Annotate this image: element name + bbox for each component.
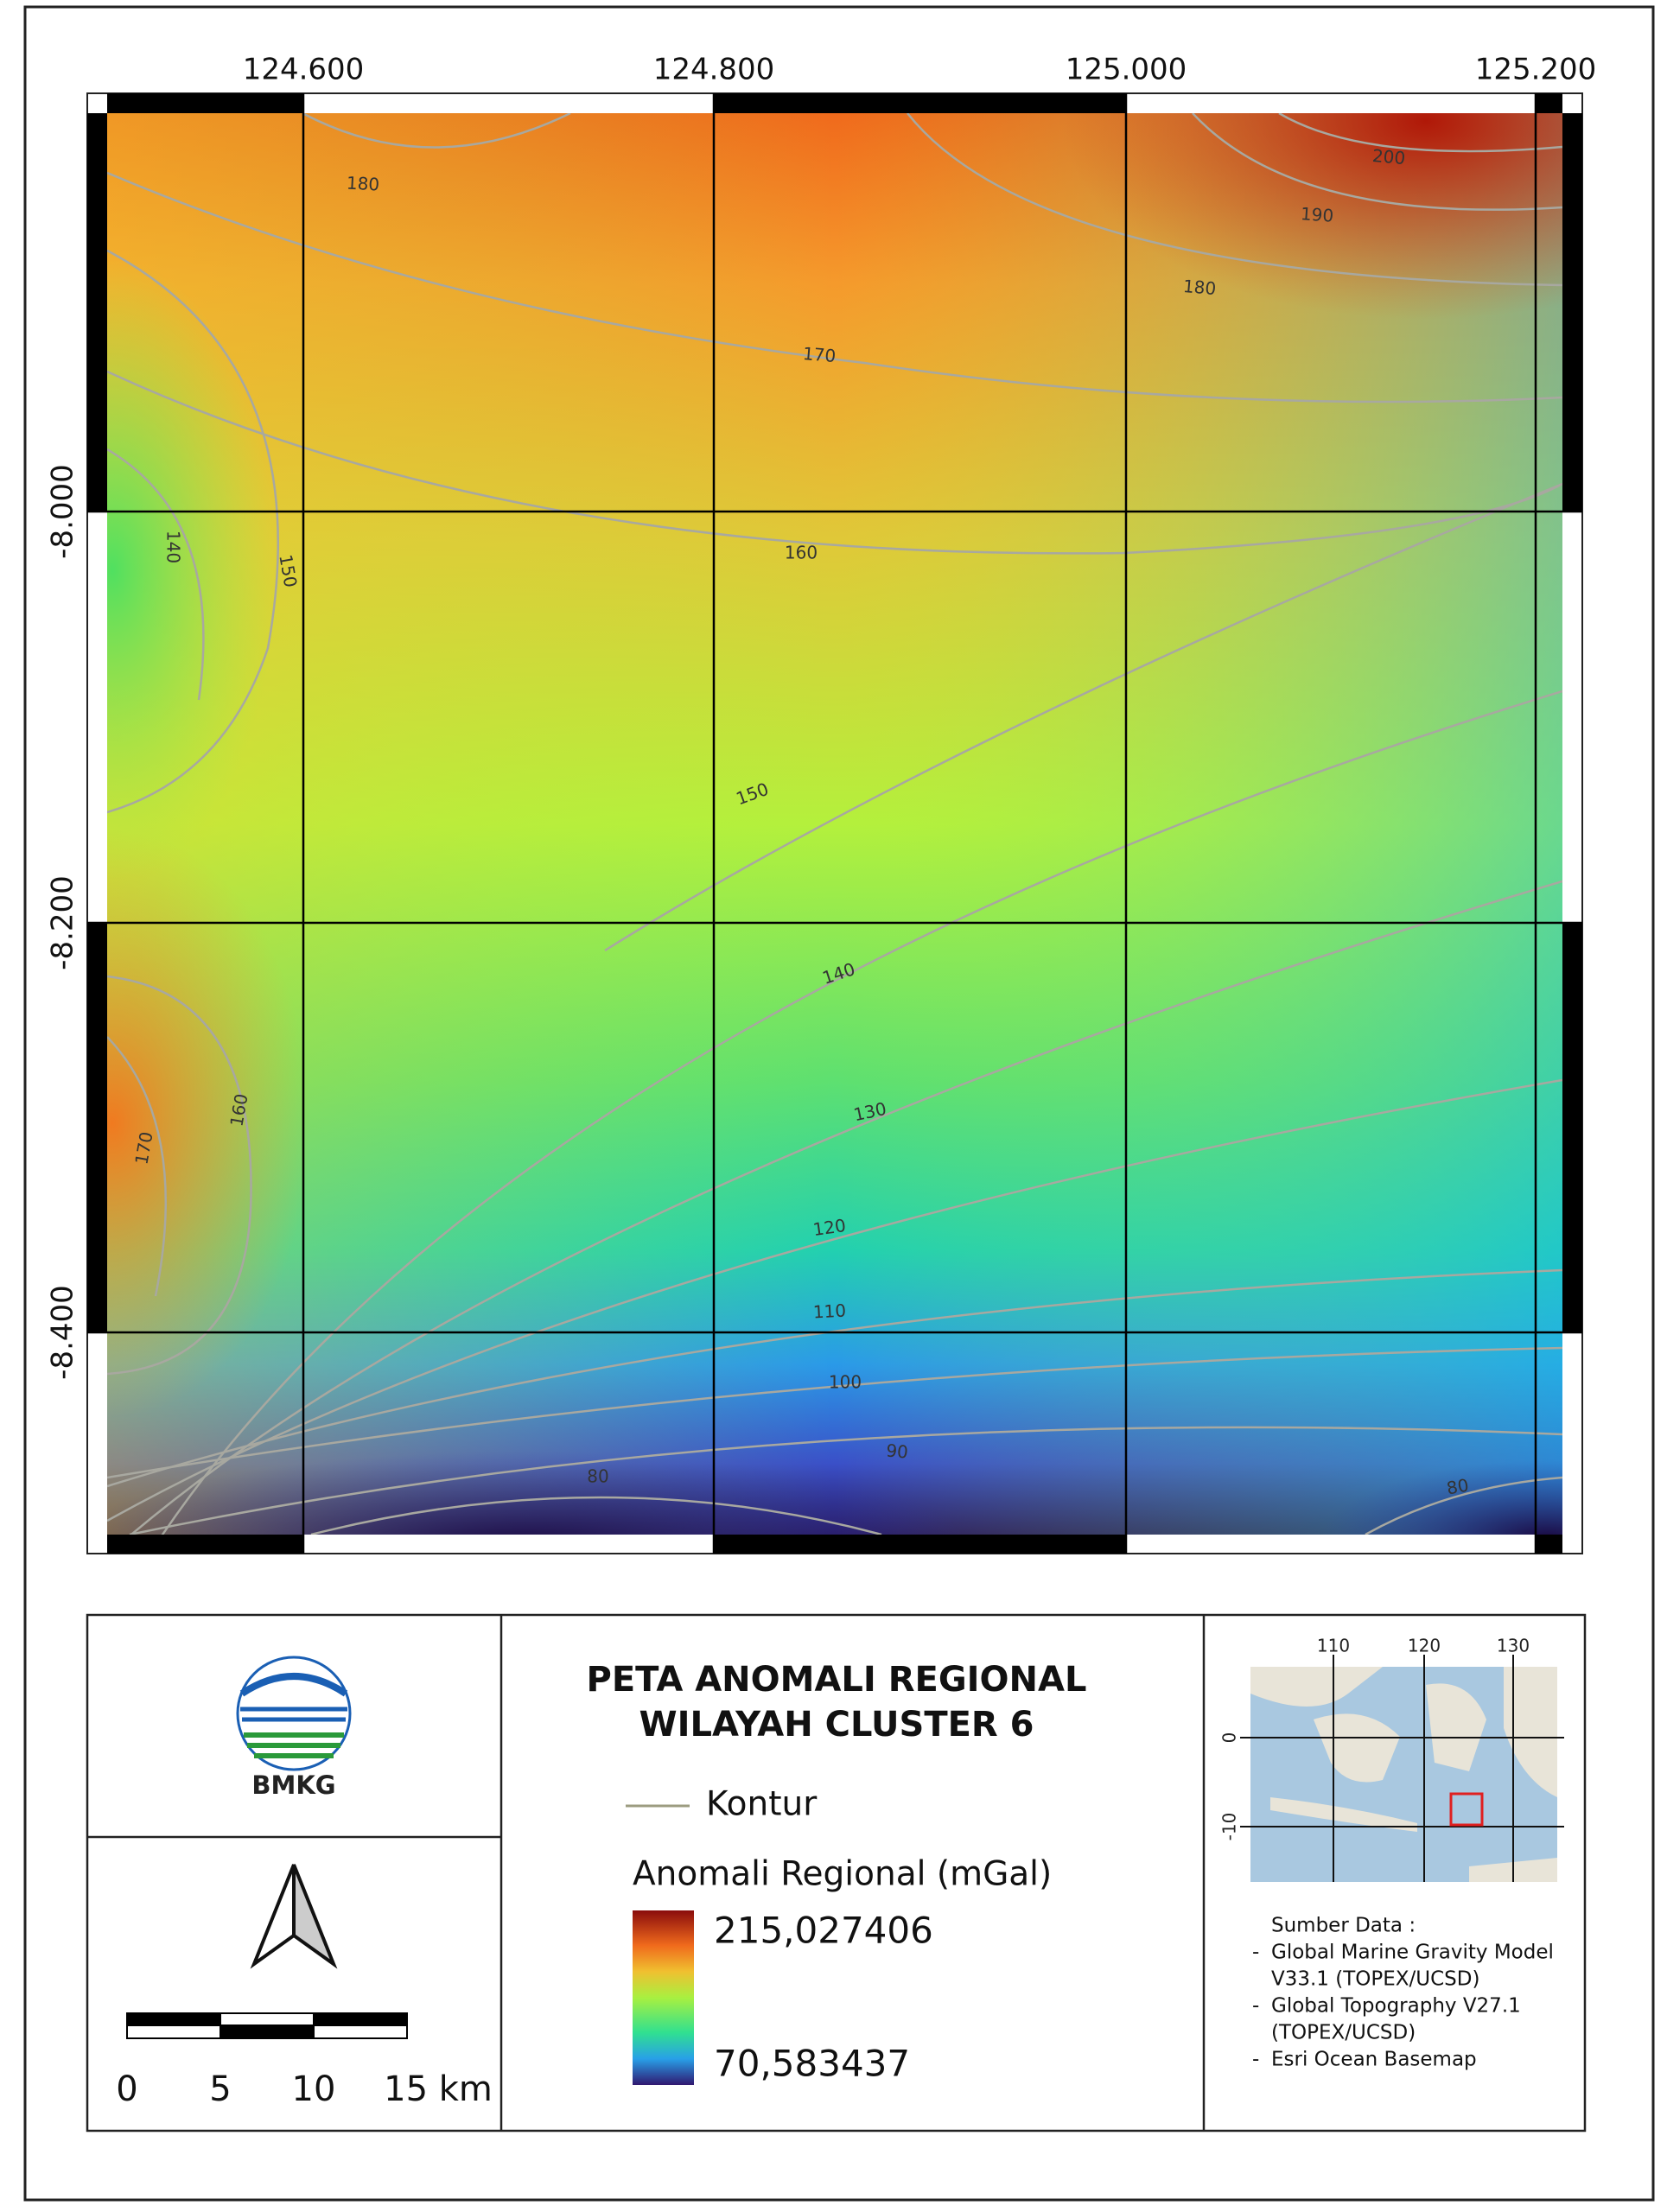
legend-title: Anomali Regional (mGal)	[633, 1855, 1052, 1894]
x-axis-label: 124.600	[243, 53, 365, 87]
source-text: (TOPEX/UCSD)	[1271, 2022, 1416, 2044]
y-axis-label: -8.200	[46, 875, 80, 970]
source-text: Sumber Data :	[1271, 1915, 1416, 1937]
source-text: Esri Ocean Basemap	[1271, 2049, 1477, 2071]
contour-label: 180	[1182, 276, 1217, 299]
contours	[107, 113, 1562, 1535]
ramp-min: 70,583437	[714, 2043, 910, 2085]
contour-label: 180	[346, 173, 379, 195]
scale-label: 15 km	[384, 2069, 493, 2109]
inset-x-label: 130	[1497, 1636, 1530, 1656]
x-axis-label: 124.800	[653, 53, 775, 87]
inset-y-label: -10	[1219, 1813, 1240, 1841]
y-axis-label: -8.000	[46, 464, 80, 559]
legend-label: Kontur	[706, 1785, 818, 1824]
contour-label: 170	[802, 343, 837, 366]
frame-ticks	[87, 93, 1582, 1554]
inset-map	[1240, 1655, 1564, 1882]
x-axis-label: 125.000	[1066, 53, 1187, 87]
legend-panel	[86, 1613, 1587, 2133]
contour-label: 80	[1445, 1474, 1470, 1498]
y-axis-label: -8.400	[46, 1285, 80, 1380]
scale-label: 5	[209, 2069, 231, 2109]
contour-label: 110	[812, 1300, 846, 1323]
inset-x-label: 110	[1317, 1636, 1350, 1656]
contour-label: 190	[1300, 203, 1334, 226]
x-axis-label: 125.200	[1475, 53, 1597, 87]
bmkg-logo: BMKG	[236, 1656, 352, 1800]
contour-label: 200	[1371, 145, 1406, 168]
inset-y-label: 0	[1219, 1732, 1240, 1744]
anomaly-raster	[107, 113, 1562, 1535]
source-text: V33.1 (TOPEX/UCSD)	[1271, 1968, 1479, 1991]
contour-label: 80	[587, 1466, 608, 1487]
source-bullet: -	[1252, 1942, 1259, 1964]
contour-label: 100	[829, 1372, 862, 1393]
map-title: PETA ANOMALI REGIONAL	[587, 1660, 1087, 1700]
color-ramp	[633, 1910, 694, 2085]
source-bullet: -	[1252, 1995, 1259, 2018]
inset-x-label: 120	[1408, 1636, 1441, 1656]
logo-text: BMKG	[251, 1770, 335, 1800]
contour-label: 90	[885, 1440, 908, 1462]
map-title: WILAYAH CLUSTER 6	[639, 1705, 1034, 1745]
source-bullet: -	[1252, 2049, 1259, 2071]
scale-bar	[126, 2012, 408, 2039]
graticule	[87, 93, 1582, 1554]
scale-label: 0	[116, 2069, 137, 2109]
contour-label: 120	[811, 1215, 847, 1240]
page-border	[23, 5, 1655, 2202]
source-text: Global Marine Gravity Model	[1271, 1942, 1554, 1964]
source-text: Global Topography V27.1	[1271, 1995, 1521, 2018]
scale-label: 10	[292, 2069, 336, 2109]
ramp-max: 215,027406	[714, 1910, 933, 1952]
contour-label: 140	[163, 531, 184, 563]
contour-label: 160	[785, 543, 818, 563]
north-arrow	[250, 1864, 338, 1969]
